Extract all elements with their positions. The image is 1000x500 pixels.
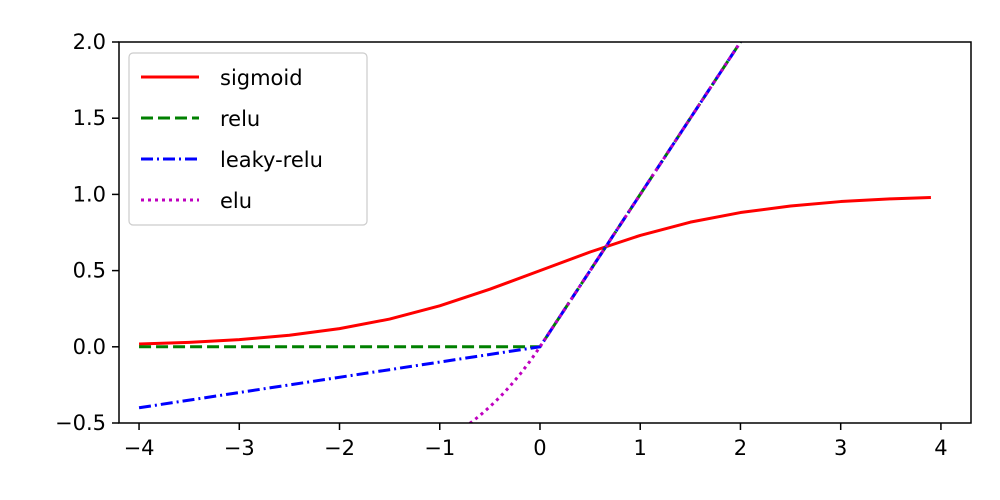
x-tick-label: 0: [533, 436, 546, 460]
x-tick-label: −4: [124, 436, 155, 460]
y-tick-label: 1.5: [73, 106, 106, 130]
legend-label-sigmoid: sigmoid: [220, 66, 303, 90]
y-tick-label: 0.5: [73, 259, 106, 283]
legend-label-leaky-relu: leaky-relu: [220, 148, 323, 172]
legend-box: [128, 52, 368, 226]
series-layer: [138, 42, 931, 423]
x-axis: −4 −3 −2 −1 0 1 2 3 4: [124, 423, 948, 460]
plot-frame: [118, 41, 972, 424]
x-tick-label: 1: [634, 436, 647, 460]
x-tick-label: −3: [224, 436, 255, 460]
y-tick-label: 0.0: [73, 335, 106, 359]
legend-label-elu: elu: [220, 189, 252, 213]
series-elu-line: [468, 42, 743, 423]
x-tick-label: −1: [424, 436, 455, 460]
x-tick-label: −2: [324, 436, 355, 460]
x-tick-label: 2: [734, 436, 747, 460]
x-tick-label: 3: [834, 436, 847, 460]
legend: sigmoid relu leaky-relu elu: [128, 52, 368, 226]
y-tick-label: 1.0: [73, 182, 106, 206]
y-axis: −0.5 0.0 0.5 1.0 1.5 2.0: [55, 30, 119, 435]
x-tick-label: 4: [934, 436, 947, 460]
y-tick-label: −0.5: [55, 411, 106, 435]
y-tick-label: 2.0: [73, 30, 106, 54]
series-sigmoid-line: [138, 195, 931, 346]
legend-label-relu: relu: [220, 107, 260, 131]
